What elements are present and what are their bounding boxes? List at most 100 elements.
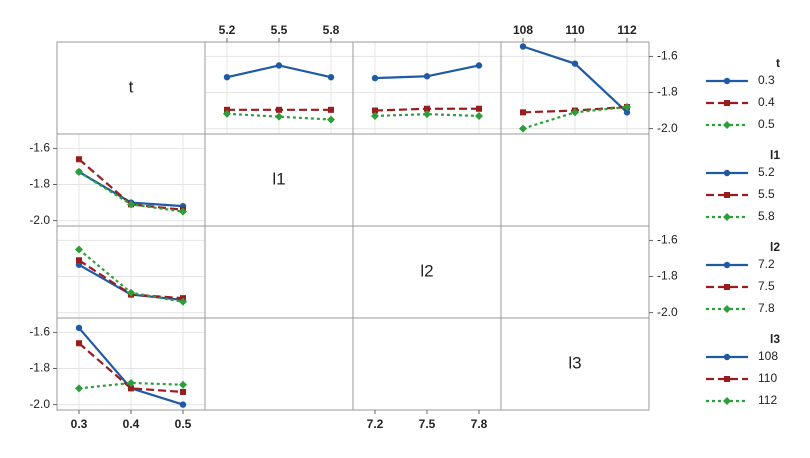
legend-label: 112 bbox=[758, 393, 777, 407]
x-tick-label: 108 bbox=[513, 23, 533, 37]
marker bbox=[76, 156, 82, 163]
marker bbox=[275, 62, 283, 69]
marker bbox=[128, 385, 134, 392]
panel-frame bbox=[352, 133, 502, 227]
y-tick-label: -1.6 bbox=[29, 325, 50, 339]
series-line bbox=[78, 381, 184, 390]
diagonal-label: l3 bbox=[568, 353, 581, 372]
marker bbox=[723, 169, 731, 177]
legend-label: 0.5 bbox=[758, 117, 775, 131]
y-tick-label: -2.0 bbox=[657, 305, 678, 319]
marker bbox=[724, 192, 730, 198]
marker bbox=[723, 261, 731, 269]
y-tick-label: -1.6 bbox=[657, 49, 678, 63]
marker bbox=[76, 257, 82, 264]
legend-title: l2 bbox=[770, 240, 780, 254]
panel-frame bbox=[500, 133, 650, 227]
legend-label: 5.2 bbox=[758, 165, 775, 179]
marker bbox=[723, 353, 731, 361]
legend-label: 110 bbox=[758, 371, 777, 385]
x-tick-label: 0.5 bbox=[175, 417, 192, 431]
marker bbox=[179, 380, 187, 389]
series-line bbox=[78, 342, 184, 394]
marker bbox=[127, 378, 135, 387]
diagonal-label: l2 bbox=[420, 261, 433, 280]
diagonal-label: t bbox=[129, 77, 134, 96]
x-tick-label: 0.3 bbox=[71, 417, 88, 431]
marker bbox=[276, 106, 282, 113]
marker bbox=[724, 376, 730, 382]
y-tick-label: -2.0 bbox=[29, 397, 50, 411]
legend-label: 5.8 bbox=[758, 209, 775, 223]
marker bbox=[723, 305, 731, 313]
y-tick-label: -1.8 bbox=[29, 177, 50, 191]
marker bbox=[724, 284, 730, 290]
x-tick-label: 112 bbox=[617, 23, 637, 37]
marker bbox=[371, 111, 379, 120]
marker bbox=[519, 124, 527, 133]
y-tick-label: -1.8 bbox=[657, 269, 678, 283]
marker bbox=[475, 62, 483, 69]
marker bbox=[223, 73, 231, 81]
panel-frame bbox=[204, 225, 354, 319]
marker bbox=[75, 167, 83, 176]
series-line bbox=[226, 112, 332, 121]
marker bbox=[327, 115, 335, 124]
marker bbox=[571, 108, 579, 117]
marker bbox=[275, 112, 283, 121]
panel-frame bbox=[500, 317, 650, 411]
marker bbox=[328, 106, 334, 113]
marker bbox=[623, 102, 631, 111]
diagonal-label: l1 bbox=[272, 169, 285, 188]
legend-label: 5.5 bbox=[758, 187, 775, 201]
legend-label: 0.4 bbox=[758, 95, 775, 109]
marker bbox=[179, 207, 187, 216]
legend-label: 7.8 bbox=[758, 301, 775, 315]
legend-title: l3 bbox=[770, 332, 780, 346]
x-tick-label: 7.5 bbox=[419, 417, 436, 431]
x-tick-label: 5.8 bbox=[323, 23, 340, 37]
marker bbox=[723, 77, 731, 85]
marker bbox=[723, 213, 731, 221]
marker bbox=[519, 43, 527, 50]
marker bbox=[423, 110, 431, 119]
marker bbox=[327, 73, 335, 81]
marker bbox=[75, 324, 83, 332]
marker bbox=[179, 401, 187, 408]
marker bbox=[223, 109, 231, 118]
marker bbox=[723, 121, 731, 129]
series-line bbox=[374, 113, 480, 118]
legend-label: 7.5 bbox=[758, 279, 775, 293]
legend-title: l1 bbox=[770, 148, 780, 162]
legend-label: 0.3 bbox=[758, 73, 775, 87]
marker bbox=[127, 288, 135, 297]
x-tick-label: 7.8 bbox=[471, 417, 488, 431]
marker bbox=[520, 109, 526, 116]
y-tick-label: -1.8 bbox=[29, 361, 50, 375]
panel-frame bbox=[352, 317, 502, 411]
marker bbox=[372, 107, 378, 114]
legend-label: 7.2 bbox=[758, 257, 775, 271]
marker bbox=[723, 397, 731, 405]
marker bbox=[179, 297, 187, 306]
marker bbox=[76, 340, 82, 347]
legend-label: 108 bbox=[758, 349, 778, 363]
marker bbox=[476, 105, 482, 112]
marker bbox=[475, 111, 483, 120]
y-tick-label: -1.8 bbox=[657, 85, 678, 99]
series-line bbox=[78, 158, 184, 211]
legend-title: t bbox=[776, 56, 780, 70]
marker bbox=[424, 105, 430, 112]
y-tick-label: -2.0 bbox=[29, 213, 50, 227]
y-tick-label: -1.6 bbox=[29, 141, 50, 155]
x-tick-label: 0.4 bbox=[123, 417, 140, 431]
marker bbox=[75, 384, 83, 393]
marker bbox=[724, 100, 730, 106]
y-tick-label: -2.0 bbox=[657, 121, 678, 135]
y-tick-label: -1.6 bbox=[657, 233, 678, 247]
panel-frame bbox=[204, 317, 354, 411]
x-tick-label: 5.2 bbox=[219, 23, 236, 37]
marker bbox=[423, 73, 431, 80]
marker bbox=[127, 200, 135, 209]
